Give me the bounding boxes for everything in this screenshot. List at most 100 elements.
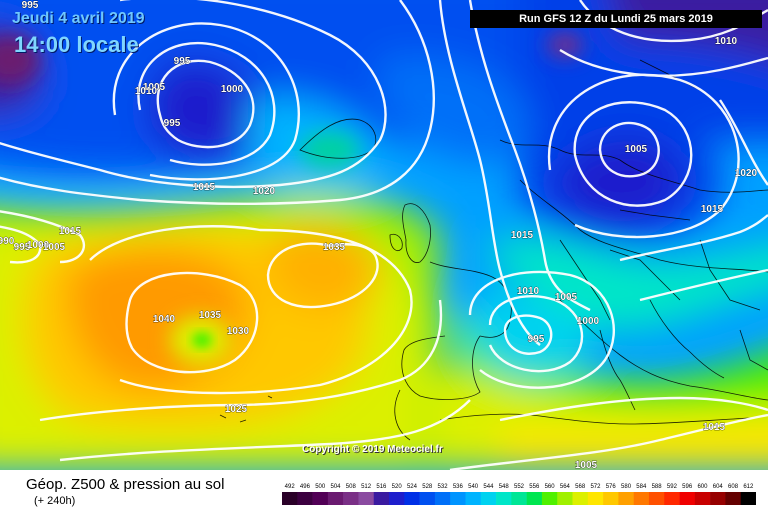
scale-swatch — [526, 492, 543, 505]
isobar-label: 1030 — [227, 326, 250, 337]
scale-tick-label: 520 — [392, 484, 403, 490]
scale-tick-label: 564 — [560, 484, 571, 490]
isobar-label: 1020 — [735, 168, 758, 179]
scale-swatch — [419, 492, 436, 505]
scale-swatch — [465, 492, 482, 505]
scale-tick-label: 516 — [376, 484, 387, 490]
forecast-time: 14:00 locale — [14, 32, 139, 57]
scale-tick-label: 588 — [652, 484, 663, 490]
scale-swatch — [480, 492, 497, 505]
isobar-label: 995 — [22, 0, 39, 11]
isobar-label: 1015 — [703, 422, 726, 433]
scale-tick-label: 492 — [285, 484, 296, 490]
scale-tick-label: 508 — [346, 484, 357, 490]
scale-tick-label: 580 — [621, 484, 632, 490]
isobar-label: 1005 — [555, 292, 578, 303]
isobar-label: 995 — [14, 242, 31, 253]
scale-swatch — [603, 492, 619, 505]
scale-tick-label: 528 — [422, 484, 433, 490]
scale-swatch — [740, 492, 756, 505]
color-scale: 492 496 500 504 508 512 516 520 524 528 532 536 540 5… — [282, 484, 756, 505]
scale-tick-label: 568 — [575, 484, 586, 490]
isobar-label: 995 — [528, 334, 545, 345]
scale-swatch — [343, 492, 359, 505]
isobar-label: 1005 — [143, 82, 166, 93]
scale-swatch — [297, 492, 313, 505]
isobar-label: 990 — [0, 236, 15, 247]
scale-swatch — [312, 492, 329, 505]
scale-tick-label: 524 — [407, 484, 418, 490]
coastlines — [219, 59, 768, 441]
isobar-label: 1025 — [225, 404, 248, 415]
isobar-label: 1035 — [323, 242, 346, 253]
scale-tick-label: 500 — [315, 484, 326, 490]
isobar-label: 1010 — [135, 86, 158, 97]
isobar-label: 1005 — [43, 242, 66, 253]
scale-swatch — [511, 492, 527, 505]
legend-bar: Géop. Z500 & pression au sol (+ 240h) 49… — [0, 470, 768, 512]
scale-swatch — [648, 492, 665, 505]
scale-swatch — [618, 492, 634, 505]
scale-tick-label: 556 — [529, 484, 540, 490]
scale-tick-label: 604 — [713, 484, 724, 490]
scale-swatch — [358, 492, 375, 505]
isobar-label: 1010 — [715, 36, 738, 47]
scale-tick-label: 576 — [606, 484, 617, 490]
isobar-label: 1000 — [27, 240, 50, 251]
scale-swatch — [572, 492, 589, 505]
isobar-label: 1015 — [511, 230, 534, 241]
scale-tick-label: 584 — [636, 484, 647, 490]
scale-tick-label: 496 — [300, 484, 311, 490]
isobar-label: 995 — [174, 56, 191, 67]
scale-swatch — [450, 492, 466, 505]
isobar-label: 1035 — [199, 310, 222, 321]
scale-tick-label: 504 — [331, 484, 342, 490]
run-info-banner: Run GFS 12 Z du Lundi 25 mars 2019 — [470, 10, 762, 28]
scale-swatch — [496, 492, 512, 505]
scale-swatch — [710, 492, 726, 505]
scale-tick-label: 540 — [468, 484, 479, 490]
scale-tick-label: 612 — [743, 484, 754, 490]
scale-swatch — [725, 492, 742, 505]
isobar-label: 1020 — [253, 186, 276, 197]
isobar-label: 1015 — [701, 204, 724, 215]
scale-tick-label: 552 — [514, 484, 525, 490]
scale-swatch — [373, 492, 390, 505]
scale-tick-label: 548 — [499, 484, 510, 490]
isobar-label: 1000 — [577, 316, 600, 327]
isobar-lines — [0, 0, 768, 470]
copyright-text: Copyright © 2019 Meteociel.fr — [302, 444, 443, 455]
forecast-date: Jeudi 4 avril 2019 — [12, 10, 145, 27]
legend-subtitle: (+ 240h) — [34, 495, 76, 507]
legend-title: Géop. Z500 & pression au sol — [26, 476, 225, 493]
scale-swatch — [679, 492, 696, 505]
scale-tick-label: 596 — [682, 484, 693, 490]
scale-swatch — [633, 492, 650, 505]
isobar-label: 1005 — [575, 460, 598, 470]
scale-tick-label: 572 — [590, 484, 601, 490]
scale-swatch — [327, 492, 344, 505]
scale-tick-label: 532 — [438, 484, 449, 490]
scale-tick-label: 592 — [667, 484, 678, 490]
scale-swatch — [694, 492, 711, 505]
isobar-label: 1005 — [625, 144, 648, 155]
scale-swatch — [587, 492, 604, 505]
isobar-label: 1040 — [153, 314, 176, 325]
scale-tick-label: 600 — [697, 484, 708, 490]
scale-tick-label: 512 — [361, 484, 372, 490]
scale-swatch — [557, 492, 573, 505]
scale-swatch — [434, 492, 451, 505]
isobar-label: 1015 — [59, 226, 82, 237]
scale-tick-label: 544 — [483, 484, 494, 490]
scale-swatch — [282, 492, 298, 505]
isobar-label: 1015 — [193, 182, 216, 193]
isobar-label: 995 — [164, 118, 181, 129]
scale-swatch — [404, 492, 420, 505]
scale-tick-label: 560 — [545, 484, 556, 490]
scale-swatch — [389, 492, 405, 505]
scale-swatch — [541, 492, 558, 505]
isobar-label: 1010 — [517, 286, 540, 297]
